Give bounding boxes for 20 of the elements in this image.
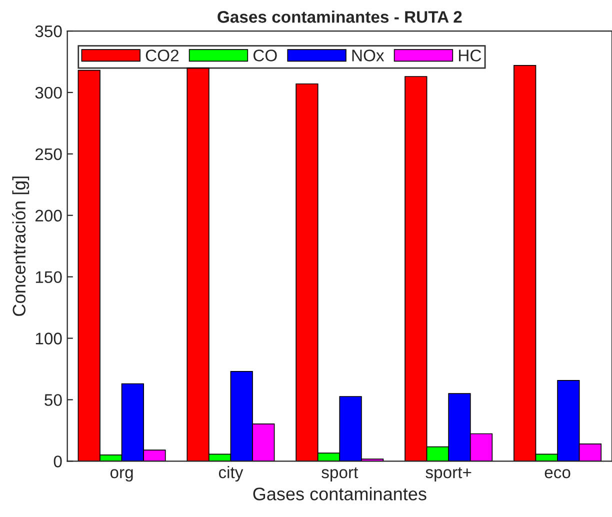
x-tick-label: org <box>110 469 133 482</box>
y-axis-title: Concentración [g] <box>12 176 30 316</box>
y-tick-label: 100 <box>36 332 62 344</box>
x-tick-label: sport <box>322 467 358 482</box>
legend-label: NOx <box>352 50 384 62</box>
x-tick-label: sport+ <box>426 467 472 482</box>
y-tick-label: 50 <box>44 394 62 406</box>
legend-label: CO2 <box>146 50 178 62</box>
y-tick-label: 200 <box>35 210 62 222</box>
y-tick-label: 250 <box>35 148 62 160</box>
x-tick-label: city <box>218 466 244 482</box>
x-tick-label: eco <box>544 469 570 478</box>
x-axis-title: Gases contaminantes <box>253 487 426 500</box>
y-tick-label: 150 <box>36 271 62 284</box>
legend-label: CO <box>253 50 277 62</box>
y-tick-label: 350 <box>35 25 62 38</box>
y-tick-label: 0 <box>54 456 62 468</box>
legend-label: HC <box>459 50 482 62</box>
chart-title: Gases contaminantes - RUTA 2 <box>218 10 462 23</box>
y-tick-label: 300 <box>35 86 62 99</box>
